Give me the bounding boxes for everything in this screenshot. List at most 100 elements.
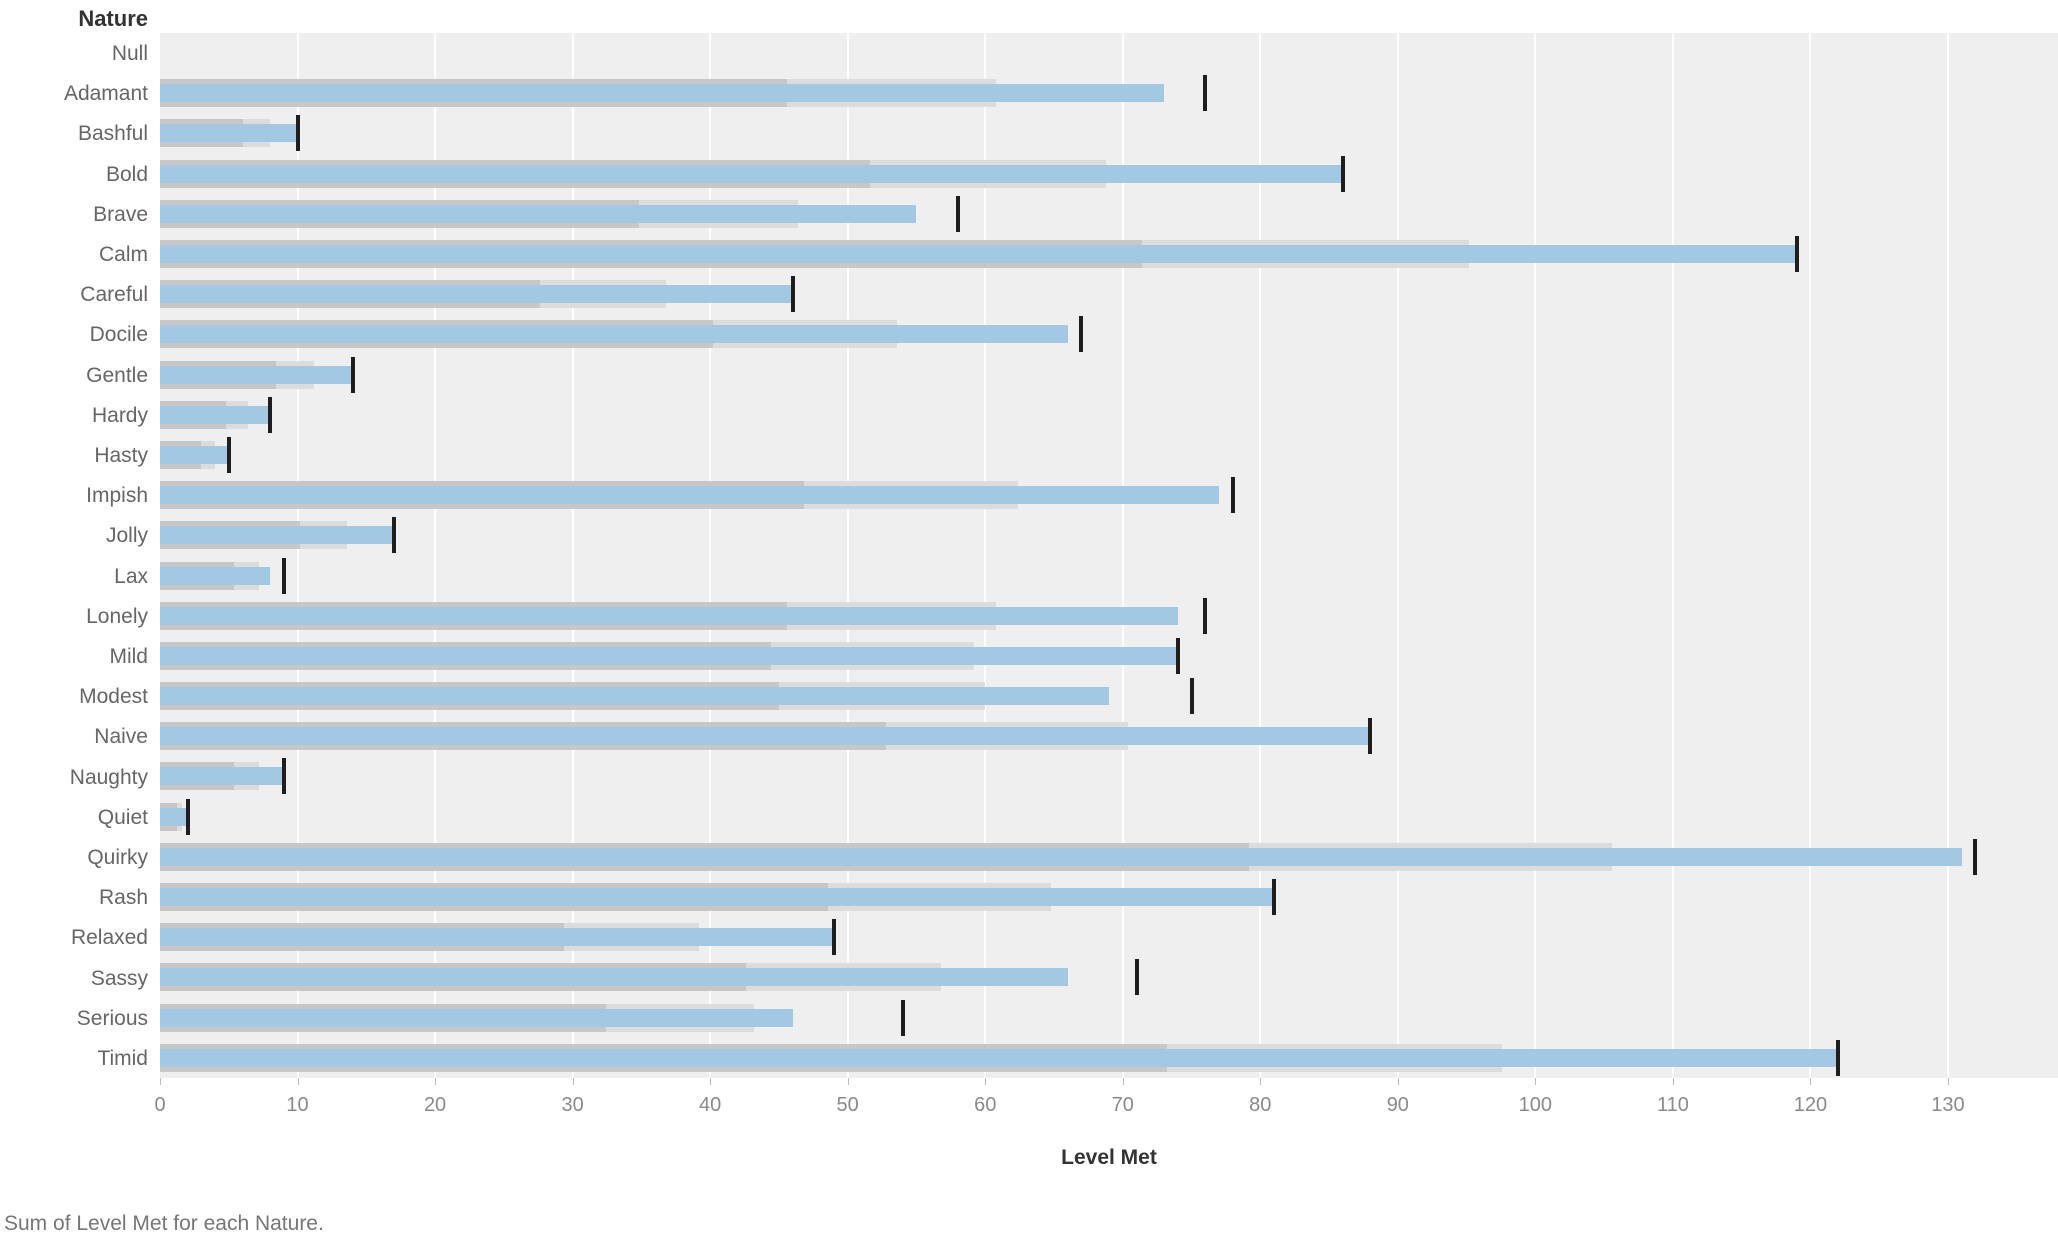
axis-tick-label-90: 90: [1386, 1094, 1409, 1116]
bullet-row-null: [160, 33, 2058, 73]
reference-tick-jolly[interactable]: [391, 517, 396, 554]
reference-tick-mild[interactable]: [1175, 637, 1180, 674]
row-label-rash[interactable]: Rash: [98, 886, 148, 910]
axis-tick-label-80: 80: [1249, 1094, 1272, 1116]
reference-tick-naughty[interactable]: [281, 758, 286, 795]
row-label-calm[interactable]: Calm: [98, 243, 148, 267]
gridline-40: [709, 33, 712, 1078]
value-bar-modest[interactable]: [160, 687, 1109, 706]
axis-tick-label-120: 120: [1793, 1094, 1828, 1116]
bullet-row-lax: [160, 556, 2058, 596]
row-label-impish[interactable]: Impish: [86, 484, 148, 508]
value-bar-gentle[interactable]: [160, 365, 353, 384]
reference-tick-sassy[interactable]: [1134, 959, 1139, 996]
axis-tickmark-110: [1672, 1078, 1674, 1085]
reference-tick-calm[interactable]: [1794, 235, 1799, 272]
row-label-lax[interactable]: Lax: [114, 564, 148, 588]
row-label-jolly[interactable]: Jolly: [105, 524, 148, 548]
bullet-row-timid: [160, 1038, 2058, 1078]
value-bar-quirky[interactable]: [160, 847, 1962, 866]
row-label-sassy[interactable]: Sassy: [90, 966, 148, 990]
bullet-row-relaxed: [160, 917, 2058, 957]
value-bar-timid[interactable]: [160, 1048, 1838, 1067]
reference-tick-impish[interactable]: [1230, 477, 1235, 514]
reference-tick-quirky[interactable]: [1973, 838, 1978, 875]
value-bar-quiet[interactable]: [160, 807, 188, 826]
axis-tick-label-130: 130: [1931, 1094, 1965, 1116]
row-label-modest[interactable]: Modest: [79, 685, 148, 709]
bullet-row-naive: [160, 716, 2058, 756]
value-bar-hardy[interactable]: [160, 405, 271, 424]
value-bar-naughty[interactable]: [160, 767, 284, 786]
reference-tick-hardy[interactable]: [268, 396, 273, 433]
value-bar-jolly[interactable]: [160, 526, 394, 545]
axis-tick-label-50: 50: [836, 1094, 859, 1116]
value-bar-bold[interactable]: [160, 164, 1343, 183]
reference-tick-hasty[interactable]: [226, 436, 231, 473]
reference-tick-quiet[interactable]: [185, 798, 190, 835]
row-label-mild[interactable]: Mild: [109, 644, 148, 668]
reference-tick-lonely[interactable]: [1203, 597, 1208, 634]
row-label-hardy[interactable]: Hardy: [91, 403, 148, 427]
reference-tick-relaxed[interactable]: [831, 919, 836, 956]
value-bar-mild[interactable]: [160, 646, 1178, 665]
value-bar-docile[interactable]: [160, 325, 1068, 344]
axis-tickmark-30: [572, 1078, 574, 1085]
value-bar-calm[interactable]: [160, 244, 1797, 263]
row-label-bold[interactable]: Bold: [105, 162, 148, 186]
gridline-100: [1534, 33, 1537, 1078]
reference-tick-adamant[interactable]: [1203, 75, 1208, 112]
value-bar-rash[interactable]: [160, 888, 1275, 907]
row-label-naughty[interactable]: Naughty: [69, 765, 148, 789]
value-bar-hasty[interactable]: [160, 445, 229, 464]
axis-tick-label-70: 70: [1111, 1094, 1134, 1116]
axis-tick-label-20: 20: [423, 1094, 447, 1116]
value-bar-brave[interactable]: [160, 204, 917, 223]
value-bar-naive[interactable]: [160, 727, 1371, 746]
row-label-adamant[interactable]: Adamant: [63, 82, 148, 106]
row-label-naive[interactable]: Naive: [94, 725, 148, 749]
reference-tick-lax[interactable]: [281, 557, 286, 594]
reference-tick-modest[interactable]: [1189, 678, 1194, 715]
row-label-relaxed[interactable]: Relaxed: [70, 926, 148, 950]
row-label-lonely[interactable]: Lonely: [86, 604, 148, 628]
reference-tick-bold[interactable]: [1340, 155, 1345, 192]
value-bar-adamant[interactable]: [160, 84, 1164, 103]
row-label-gentle[interactable]: Gentle: [86, 363, 148, 387]
row-label-docile[interactable]: Docile: [89, 323, 148, 347]
value-bar-lax[interactable]: [160, 566, 271, 585]
reference-tick-serious[interactable]: [900, 999, 905, 1036]
x-axis: 0 10 20 30 40 50 60 70 80 90 100 110 120 130: [154, 1078, 2058, 1138]
value-bar-impish[interactable]: [160, 486, 1220, 505]
reference-tick-docile[interactable]: [1079, 316, 1084, 353]
gridline-10: [296, 33, 299, 1078]
value-bar-lonely[interactable]: [160, 606, 1178, 625]
reference-tick-timid[interactable]: [1835, 1039, 1840, 1076]
value-bar-careful[interactable]: [160, 285, 793, 304]
reference-tick-gentle[interactable]: [350, 356, 355, 393]
reference-tick-bashful[interactable]: [295, 115, 300, 152]
reference-tick-brave[interactable]: [955, 195, 960, 232]
reference-tick-careful[interactable]: [790, 276, 795, 313]
row-label-careful[interactable]: Careful: [80, 283, 148, 307]
reference-tick-rash[interactable]: [1272, 879, 1277, 916]
value-bar-relaxed[interactable]: [160, 928, 834, 947]
row-label-serious[interactable]: Serious: [76, 1006, 148, 1030]
row-label-bashful[interactable]: Bashful: [77, 122, 148, 146]
axis-tickmark-60: [985, 1078, 987, 1085]
gridline-70: [1121, 33, 1124, 1078]
bullet-row-brave: [160, 194, 2058, 234]
gridline-120: [1809, 33, 1812, 1078]
row-label-hasty[interactable]: Hasty: [94, 444, 148, 468]
row-label-quiet[interactable]: Quiet: [97, 805, 148, 829]
value-bar-sassy[interactable]: [160, 968, 1068, 987]
value-bar-bashful[interactable]: [160, 124, 298, 143]
axis-tick-label-40: 40: [699, 1094, 722, 1116]
row-label-brave[interactable]: Brave: [93, 202, 148, 226]
value-bar-serious[interactable]: [160, 1008, 793, 1027]
reference-tick-naive[interactable]: [1368, 718, 1373, 755]
row-label-timid[interactable]: Timid: [97, 1046, 148, 1070]
axis-tickmark-100: [1535, 1078, 1537, 1085]
row-label-null[interactable]: Null: [111, 42, 148, 66]
row-label-quirky[interactable]: Quirky: [87, 845, 148, 869]
